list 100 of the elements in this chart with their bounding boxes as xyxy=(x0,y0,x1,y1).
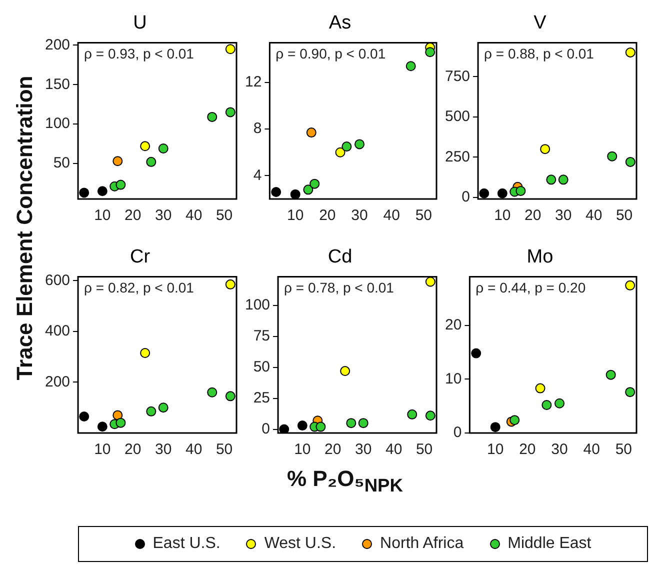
point xyxy=(303,184,314,195)
x-axis-title: % P₂O₅$_{NPK}$ xyxy=(286,466,404,496)
point xyxy=(406,61,416,72)
y-tick-label: 400 xyxy=(44,322,70,340)
x-tick-label: 20 xyxy=(124,207,142,224)
x-tick-label: 10 xyxy=(294,441,311,458)
x-tick-label: 20 xyxy=(519,441,536,458)
x-tick-label: 20 xyxy=(324,441,342,458)
point xyxy=(225,391,236,402)
chart-title: V xyxy=(534,12,547,34)
point xyxy=(97,186,108,196)
point xyxy=(140,141,150,152)
annotation: ρ = 0.88, p < 0.01 xyxy=(484,46,594,62)
x-tick-label: 30 xyxy=(155,207,172,224)
x-tick-label: 40 xyxy=(385,441,402,458)
y-axis-title: Trace Element Concentration xyxy=(12,76,38,380)
legend-label: North Africa xyxy=(380,535,464,554)
x-tick-label: 30 xyxy=(355,441,372,458)
point xyxy=(425,410,436,421)
point xyxy=(225,107,236,118)
point xyxy=(625,387,636,398)
chart-title: Mo xyxy=(526,246,554,268)
point xyxy=(116,418,126,428)
x-tick-label: 40 xyxy=(585,207,602,224)
y-tick-label: 600 xyxy=(44,272,70,289)
x-tick-label: 20 xyxy=(524,207,542,224)
point xyxy=(558,174,568,185)
x-tick-label: 40 xyxy=(185,207,202,224)
point xyxy=(540,144,550,154)
point xyxy=(79,411,90,422)
x-tick-label: 10 xyxy=(487,441,504,458)
point xyxy=(342,142,352,152)
x-tick-label: 10 xyxy=(94,441,111,458)
y-tick-label: 12 xyxy=(244,74,262,91)
point xyxy=(97,422,108,432)
x-tick-label: 10 xyxy=(287,207,304,224)
x-tick-label: 10 xyxy=(94,207,111,224)
x-tick-label: 50 xyxy=(216,207,233,224)
point xyxy=(542,400,552,410)
x-tick-label: 10 xyxy=(494,207,511,224)
x-tick-label: 50 xyxy=(616,207,633,224)
point xyxy=(279,424,290,433)
y-tick-label: 500 xyxy=(444,108,470,126)
point xyxy=(146,406,156,416)
point xyxy=(335,147,346,158)
point xyxy=(297,420,308,431)
chart-title: Cr xyxy=(130,246,151,268)
point xyxy=(510,415,520,426)
x-tick-label: 50 xyxy=(416,441,433,458)
y-tick-label: 100 xyxy=(244,296,270,314)
x-tick-label: 40 xyxy=(185,441,202,458)
point xyxy=(497,188,508,198)
y-tick-label: 250 xyxy=(444,148,470,166)
y-tick-label: 8 xyxy=(253,120,262,138)
point xyxy=(625,47,636,58)
y-tick-label: 25 xyxy=(253,389,270,406)
point xyxy=(207,112,218,122)
point xyxy=(79,188,90,198)
point xyxy=(340,366,350,376)
y-tick-label: 0 xyxy=(262,420,270,438)
annotation: ρ = 0.90, p < 0.01 xyxy=(276,46,386,62)
x-tick-label: 30 xyxy=(351,207,368,224)
point xyxy=(158,144,168,154)
point xyxy=(625,280,636,290)
point xyxy=(112,410,123,420)
y-tick-label: 200 xyxy=(44,36,70,54)
x-tick-label: 50 xyxy=(216,441,233,458)
point xyxy=(625,156,636,167)
legend-label: Middle East xyxy=(508,535,592,554)
x-tick-label: 20 xyxy=(319,207,336,224)
annotation: ρ = 0.44, p = 0.20 xyxy=(476,280,586,296)
y-tick-label: 100 xyxy=(44,115,70,132)
legend-label: East U.S. xyxy=(152,535,220,554)
x-tick-label: 50 xyxy=(615,441,632,458)
point xyxy=(140,348,150,358)
y-tick-label: 75 xyxy=(253,327,270,344)
x-tick-label: 50 xyxy=(415,207,432,224)
point xyxy=(158,402,168,413)
point xyxy=(358,418,368,428)
point xyxy=(425,276,436,287)
x-tick-label: 30 xyxy=(551,441,568,458)
point xyxy=(225,44,236,54)
y-tick-label: 750 xyxy=(444,68,470,85)
y-tick-label: 0 xyxy=(462,188,470,206)
point xyxy=(116,180,126,190)
point xyxy=(207,387,218,398)
point xyxy=(546,174,556,185)
y-tick-label: 200 xyxy=(44,373,70,390)
point xyxy=(535,383,546,394)
point xyxy=(554,398,565,408)
legend-label: West U.S. xyxy=(264,535,336,554)
point xyxy=(354,139,365,150)
point xyxy=(346,418,356,428)
y-tick-label: 20 xyxy=(444,316,462,334)
y-tick-label: 0 xyxy=(453,424,462,442)
x-tick-label: 30 xyxy=(155,441,172,458)
x-tick-label: 40 xyxy=(583,441,600,458)
point xyxy=(471,348,482,358)
point xyxy=(290,189,300,199)
point xyxy=(479,188,490,198)
